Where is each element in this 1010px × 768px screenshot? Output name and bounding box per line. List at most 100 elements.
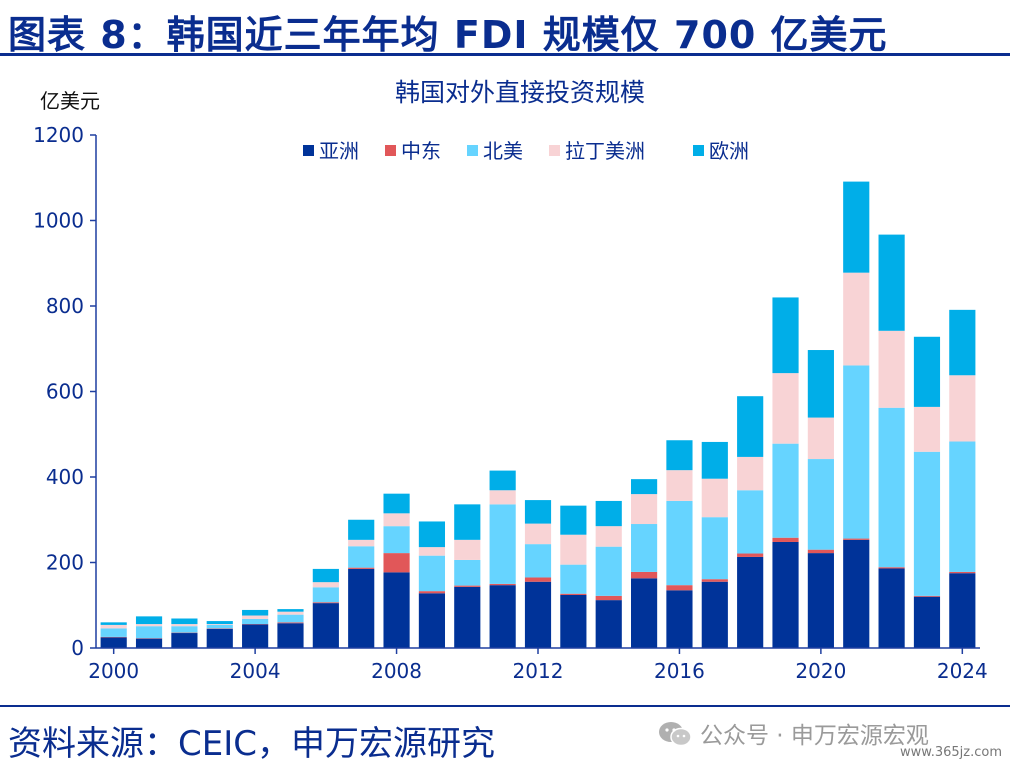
bar-2022-series-4 <box>878 234 905 331</box>
bar-2017-series-3 <box>701 478 728 518</box>
bar-2014-series-3 <box>595 526 622 547</box>
bar-2006-series-4 <box>312 568 339 583</box>
bar-2014-series-4 <box>595 500 622 527</box>
bar-2024-series-4 <box>949 309 976 376</box>
bar-2013-series-4 <box>560 505 587 535</box>
bar-2024-series-0 <box>949 573 976 648</box>
bar-2021-series-3 <box>843 272 870 366</box>
y-tick-label: 1000 <box>33 209 84 233</box>
bar-2007-series-2 <box>348 546 375 568</box>
bar-2004-series-2 <box>242 618 269 625</box>
bar-2023-series-2 <box>913 451 941 596</box>
bar-2020-series-2 <box>807 459 834 550</box>
bar-2020-series-3 <box>807 417 834 460</box>
bar-2000-series-0 <box>100 637 127 648</box>
bar-2002-series-4 <box>171 618 198 625</box>
bar-2001-series-0 <box>135 638 163 648</box>
bar-2008-series-2 <box>383 526 410 554</box>
bar-2006-series-3 <box>312 582 339 588</box>
bar-2005-series-1 <box>277 622 304 624</box>
bar-2016-series-0 <box>666 590 693 648</box>
legend-swatch <box>693 145 704 156</box>
axes-group: 0 200 400 600 800 1000 1200 2000 2004 2008 2012 201… <box>33 123 988 683</box>
bar-2021-series-1 <box>843 538 870 540</box>
x-tick-label: 2016 <box>654 659 705 683</box>
bar-2015-series-1 <box>631 571 658 579</box>
bar-2018-series-1 <box>737 553 764 557</box>
bar-2022-series-3 <box>878 330 905 408</box>
bar-2015-series-4 <box>631 479 658 495</box>
bar-2019-series-1 <box>772 537 799 542</box>
bar-2016-series-4 <box>666 440 693 471</box>
bar-2012-series-1 <box>524 577 552 582</box>
legend-label: 拉丁美洲 <box>565 139 645 163</box>
bar-2003-series-4 <box>206 621 233 625</box>
wechat-icon <box>659 722 692 747</box>
bar-2000-series-3 <box>100 624 127 629</box>
bar-2013-series-2 <box>560 564 587 594</box>
bar-2002-series-0 <box>171 633 198 648</box>
bar-2015-series-3 <box>631 494 658 525</box>
bar-2009-series-3 <box>418 547 446 556</box>
x-tick-label: 2004 <box>230 659 281 683</box>
bar-2000-series-4 <box>100 622 127 625</box>
bar-2011-series-1 <box>489 583 516 586</box>
bar-2002-series-3 <box>171 624 198 627</box>
bar-2016-series-2 <box>666 500 693 586</box>
x-tick-label: 2020 <box>795 659 846 683</box>
legend-label: 亚洲 <box>319 139 359 163</box>
bar-2018-series-4 <box>737 396 764 457</box>
legend-swatch <box>385 145 396 156</box>
bar-2009-series-0 <box>418 593 446 648</box>
bar-2022-series-0 <box>878 568 905 648</box>
bar-2024-series-2 <box>949 441 976 572</box>
bar-2023-series-1 <box>913 595 941 597</box>
bar-2010-series-3 <box>454 539 481 560</box>
legend-swatch <box>549 145 560 156</box>
bar-2002-series-2 <box>171 626 198 633</box>
y-tick-label: 1200 <box>33 123 84 147</box>
bar-2016-series-1 <box>666 585 693 591</box>
bar-2013-series-3 <box>560 534 587 565</box>
chart-legend: 亚洲 中东 北美 拉丁美洲 欧洲 <box>303 139 749 163</box>
bar-2003-series-3 <box>206 624 233 625</box>
bar-2005-series-4 <box>277 609 304 612</box>
bar-2010-series-0 <box>454 586 481 648</box>
bar-2011-series-0 <box>489 585 516 648</box>
bar-2007-series-4 <box>348 519 375 540</box>
bar-2019-series-4 <box>772 297 799 374</box>
bar-2012-series-0 <box>524 581 552 648</box>
bar-2019-series-3 <box>772 373 799 444</box>
bar-2004-series-4 <box>242 609 269 616</box>
bar-2023-series-0 <box>913 596 941 648</box>
bar-2006-series-1 <box>312 602 339 604</box>
top-divider <box>0 53 1010 56</box>
bar-2018-series-0 <box>737 556 764 648</box>
bar-2010-series-2 <box>454 559 481 586</box>
bar-2011-series-4 <box>489 470 516 491</box>
bar-2024-series-1 <box>949 571 976 574</box>
bar-2014-series-2 <box>595 546 622 596</box>
bar-2008-series-4 <box>383 493 410 514</box>
bar-2017-series-0 <box>701 581 728 648</box>
bar-2015-series-2 <box>631 524 658 572</box>
bar-2022-series-2 <box>878 407 905 568</box>
bar-2005-series-0 <box>277 623 304 648</box>
stacked-bar-chart: 韩国对外直接投资规模 亿美元 亚洲 中东 北美 拉丁美洲 欧洲 0 200 400 600 80… <box>33 78 988 683</box>
bar-2010-series-4 <box>454 504 481 540</box>
chart-title: 韩国对外直接投资规模 <box>395 78 645 107</box>
watermark-url: www.365jz.com <box>900 745 1002 760</box>
watermark: 公众号 · 申万宏源宏观 www.365jz.com <box>648 714 1008 766</box>
bar-2012-series-3 <box>524 523 552 545</box>
bar-2013-series-0 <box>560 594 587 648</box>
bar-2018-series-3 <box>737 456 764 491</box>
legend-label: 欧洲 <box>709 139 749 163</box>
bar-2014-series-1 <box>595 595 622 601</box>
bar-2019-series-0 <box>772 541 799 648</box>
bar-2020-series-4 <box>807 350 834 418</box>
bar-2016-series-3 <box>666 470 693 501</box>
bar-2015-series-0 <box>631 578 658 648</box>
bar-2007-series-0 <box>348 568 375 648</box>
bar-2012-series-4 <box>524 500 552 524</box>
y-tick-label: 600 <box>46 380 84 404</box>
